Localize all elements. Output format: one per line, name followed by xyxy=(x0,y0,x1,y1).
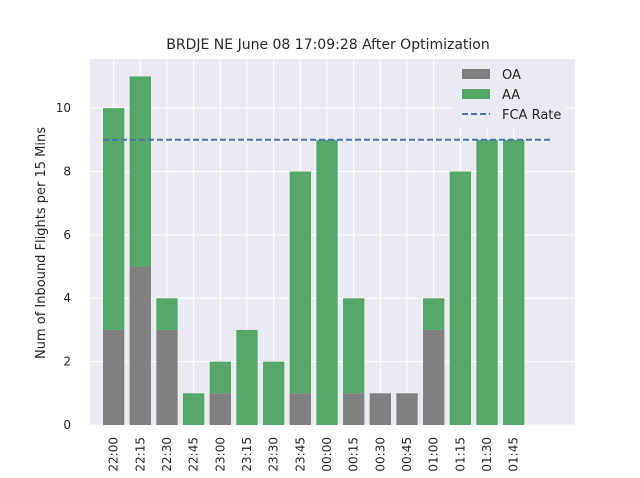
y-tick-label: 8 xyxy=(63,164,71,178)
legend-label-oa: OA xyxy=(502,68,521,83)
x-tick-label: 23:15 xyxy=(240,437,254,472)
bar-oa xyxy=(103,329,125,425)
legend-label-aa: AA xyxy=(502,88,520,103)
bar-oa xyxy=(289,393,311,425)
bar-aa xyxy=(183,393,205,425)
bar-aa xyxy=(103,108,125,330)
x-tick-label: 22:15 xyxy=(133,437,147,472)
x-tick-label: 01:45 xyxy=(507,437,521,472)
x-tick-label: 23:00 xyxy=(213,437,227,472)
x-tick-labels: 22:00 22:15 22:30 22:45 23:00 23:15 23:30 23:45… xyxy=(107,437,521,472)
x-tick-label: 00:45 xyxy=(400,437,414,472)
legend-swatch-oa xyxy=(462,69,490,79)
bar-oa xyxy=(343,393,365,425)
x-tick-label: 22:00 xyxy=(107,437,121,472)
y-axis-label: Num of Inbound Flights per 15 Mins xyxy=(34,127,49,359)
bar-aa xyxy=(156,298,178,330)
legend: OA AA FCA Rate xyxy=(454,60,566,128)
bars xyxy=(103,76,525,426)
bar-aa xyxy=(476,139,498,426)
y-tick-label: 10 xyxy=(56,101,71,115)
bar-oa xyxy=(396,393,418,425)
y-tick-labels: 0 2 4 6 8 10 xyxy=(56,101,71,432)
bar-aa xyxy=(289,171,311,394)
x-tick-label: 00:30 xyxy=(373,437,387,472)
bar-oa xyxy=(129,266,151,425)
y-tick-label: 0 xyxy=(63,418,71,432)
y-tick-label: 4 xyxy=(63,291,71,305)
y-tick-label: 6 xyxy=(63,228,71,242)
bar-aa xyxy=(343,298,365,394)
x-tick-label: 22:30 xyxy=(160,437,174,472)
bar-aa xyxy=(503,139,525,426)
bar-oa xyxy=(369,393,391,425)
x-tick-label: 23:30 xyxy=(267,437,281,472)
bar-aa xyxy=(316,139,338,426)
chart-title: BRDJE NE June 08 17:09:28 After Optimiza… xyxy=(166,37,489,53)
bar-aa xyxy=(263,361,285,425)
x-tick-label: 01:00 xyxy=(427,437,441,472)
bar-aa xyxy=(449,171,472,425)
x-tick-label: 00:15 xyxy=(347,437,361,472)
bar-aa xyxy=(129,76,151,267)
x-tick-label: 01:30 xyxy=(480,437,494,472)
bar-oa xyxy=(156,329,178,425)
bar-aa xyxy=(209,361,231,394)
x-tick-label: 00:00 xyxy=(320,437,334,472)
bar-oa xyxy=(209,393,231,425)
x-tick-label: 01:15 xyxy=(453,437,467,472)
x-tick-label: 22:45 xyxy=(187,437,201,472)
y-tick-label: 2 xyxy=(63,355,71,369)
bar-aa xyxy=(423,298,445,330)
bar-oa xyxy=(423,329,445,425)
legend-label-fca-rate: FCA Rate xyxy=(502,108,561,123)
x-tick-label: 23:45 xyxy=(293,437,307,472)
bar-aa xyxy=(236,329,258,425)
legend-swatch-aa xyxy=(462,89,490,99)
